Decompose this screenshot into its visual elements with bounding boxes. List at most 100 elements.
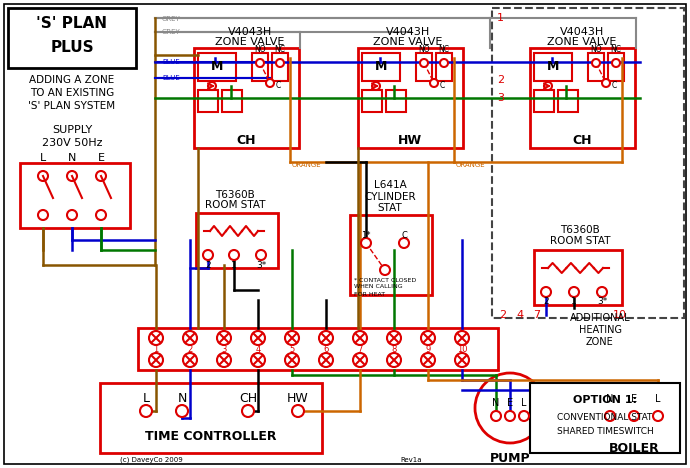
Circle shape xyxy=(399,238,409,248)
Circle shape xyxy=(266,79,274,87)
Text: N: N xyxy=(177,392,187,404)
Text: PLUS: PLUS xyxy=(50,41,94,56)
Circle shape xyxy=(387,331,401,345)
Text: 1*: 1* xyxy=(362,231,371,240)
Text: FOR HEAT: FOR HEAT xyxy=(354,292,385,297)
Circle shape xyxy=(319,331,333,345)
Circle shape xyxy=(149,331,163,345)
Text: 10: 10 xyxy=(457,344,467,353)
Text: 2: 2 xyxy=(500,310,506,320)
Bar xyxy=(588,53,604,81)
Circle shape xyxy=(592,59,600,67)
Text: L: L xyxy=(521,398,526,408)
Text: ORANGE: ORANGE xyxy=(456,162,486,168)
Text: CH: CH xyxy=(239,392,257,404)
Circle shape xyxy=(569,287,579,297)
Text: 3: 3 xyxy=(221,344,227,353)
Text: 5: 5 xyxy=(289,344,295,353)
Circle shape xyxy=(505,411,515,421)
Text: HW: HW xyxy=(398,133,422,146)
Circle shape xyxy=(491,411,501,421)
Text: C: C xyxy=(275,80,281,89)
Text: 'S' PLAN: 'S' PLAN xyxy=(37,16,108,31)
Text: 9: 9 xyxy=(425,344,431,353)
Text: C: C xyxy=(401,231,407,240)
Circle shape xyxy=(380,265,390,275)
Circle shape xyxy=(597,287,607,297)
Circle shape xyxy=(475,373,545,443)
Text: ORANGE: ORANGE xyxy=(292,162,322,168)
Circle shape xyxy=(242,405,254,417)
Text: M: M xyxy=(211,60,223,73)
Text: CH: CH xyxy=(236,133,256,146)
Text: * CONTACT CLOSED: * CONTACT CLOSED xyxy=(354,278,416,283)
Text: Rev1a: Rev1a xyxy=(400,457,422,463)
Text: 10: 10 xyxy=(613,310,627,320)
Text: 4: 4 xyxy=(516,310,524,320)
Text: C: C xyxy=(440,80,444,89)
Text: CONVENTIONAL STAT: CONVENTIONAL STAT xyxy=(558,414,653,423)
Text: L: L xyxy=(143,392,150,404)
Text: M: M xyxy=(375,60,387,73)
Bar xyxy=(608,53,624,81)
Circle shape xyxy=(217,331,231,345)
Bar xyxy=(198,90,218,112)
Circle shape xyxy=(149,353,163,367)
Text: 2: 2 xyxy=(543,298,549,307)
Bar xyxy=(436,53,452,81)
Circle shape xyxy=(455,353,469,367)
Text: 2: 2 xyxy=(205,261,211,270)
Text: NO: NO xyxy=(590,44,602,53)
Text: 7: 7 xyxy=(533,310,540,320)
Text: 3*: 3* xyxy=(597,298,607,307)
Text: ROOM STAT: ROOM STAT xyxy=(550,236,610,246)
Text: T6360B: T6360B xyxy=(560,225,600,235)
Bar xyxy=(362,90,382,112)
Circle shape xyxy=(544,82,552,90)
Text: N: N xyxy=(492,398,500,408)
Text: PUMP: PUMP xyxy=(490,452,531,465)
Text: BOILER: BOILER xyxy=(609,443,660,455)
Text: TIME CONTROLLER: TIME CONTROLLER xyxy=(146,431,277,444)
Text: V4043H: V4043H xyxy=(386,27,430,37)
Text: NO: NO xyxy=(254,44,266,53)
Bar xyxy=(20,163,130,228)
Circle shape xyxy=(361,238,371,248)
Circle shape xyxy=(420,59,428,67)
Bar xyxy=(416,53,432,81)
Text: C: C xyxy=(611,80,617,89)
Text: N: N xyxy=(68,153,76,163)
Text: ADDITIONAL: ADDITIONAL xyxy=(570,313,630,323)
Text: L: L xyxy=(656,394,661,404)
Circle shape xyxy=(455,331,469,345)
Bar xyxy=(558,90,578,112)
Bar xyxy=(252,53,268,81)
Circle shape xyxy=(183,353,197,367)
Text: ADDING A ZONE: ADDING A ZONE xyxy=(30,75,115,85)
Circle shape xyxy=(38,171,48,181)
Bar xyxy=(100,383,322,453)
Circle shape xyxy=(653,411,663,421)
Circle shape xyxy=(372,82,380,90)
Bar xyxy=(598,384,670,439)
Text: E: E xyxy=(507,398,513,408)
Circle shape xyxy=(285,331,299,345)
Text: HW: HW xyxy=(287,392,309,404)
Bar xyxy=(492,8,684,318)
Text: 6: 6 xyxy=(324,344,328,353)
Circle shape xyxy=(541,287,551,297)
Bar xyxy=(386,90,406,112)
Circle shape xyxy=(319,353,333,367)
Text: (c) DaveyCo 2009: (c) DaveyCo 2009 xyxy=(120,457,183,463)
Circle shape xyxy=(38,210,48,220)
Text: CYLINDER: CYLINDER xyxy=(364,192,416,202)
Bar xyxy=(8,8,136,68)
Circle shape xyxy=(519,411,529,421)
Circle shape xyxy=(203,250,213,260)
Circle shape xyxy=(96,210,106,220)
Text: E: E xyxy=(631,394,637,404)
Text: BLUE: BLUE xyxy=(162,75,180,81)
Circle shape xyxy=(96,171,106,181)
Circle shape xyxy=(217,353,231,367)
Text: WHEN CALLING: WHEN CALLING xyxy=(354,285,403,290)
